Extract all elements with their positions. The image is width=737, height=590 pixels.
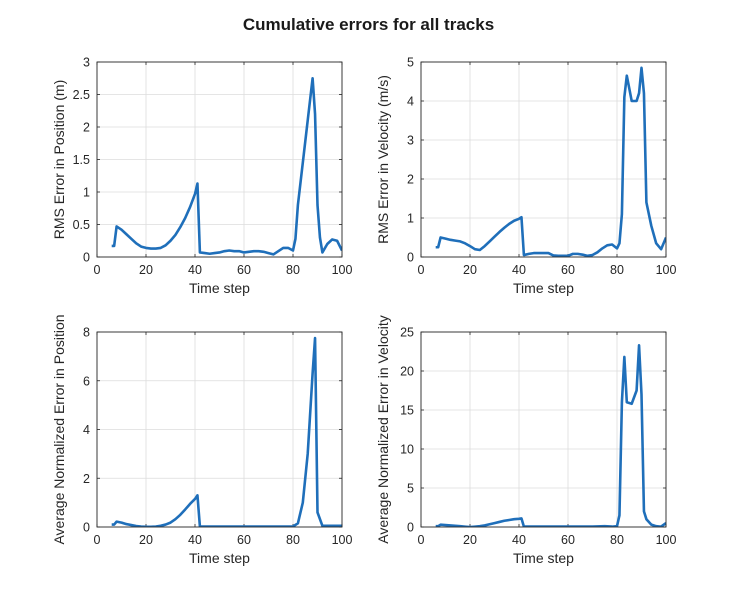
axes-box bbox=[96, 61, 343, 258]
x-tick-label: 20 bbox=[139, 263, 153, 277]
y-tick-label: 1.5 bbox=[73, 153, 90, 167]
y-tick-label: 2 bbox=[407, 173, 414, 187]
y-tick-label: 2 bbox=[83, 472, 90, 486]
x-axis-label: Time step bbox=[513, 280, 574, 296]
y-tick-label: 1 bbox=[407, 212, 414, 226]
x-tick-label: 60 bbox=[237, 263, 251, 277]
y-tick-label: 0 bbox=[407, 251, 414, 265]
y-tick-label: 10 bbox=[400, 443, 414, 457]
axes-box bbox=[420, 331, 667, 528]
y-tick-label: 0 bbox=[83, 521, 90, 535]
x-tick-label: 40 bbox=[512, 263, 526, 277]
y-axis-label: RMS Error in Position (m) bbox=[51, 80, 67, 239]
y-tick-label: 2.5 bbox=[73, 88, 90, 102]
x-tick-label: 40 bbox=[512, 533, 526, 547]
x-tick-label: 60 bbox=[561, 263, 575, 277]
x-tick-label: 80 bbox=[610, 533, 624, 547]
y-tick-label: 4 bbox=[407, 95, 414, 109]
x-tick-label: 0 bbox=[418, 263, 425, 277]
x-axis-label: Time step bbox=[513, 550, 574, 566]
y-axis-label: Average Normalized Error in Position bbox=[51, 314, 67, 544]
y-tick-label: 5 bbox=[407, 56, 414, 70]
y-tick-label: 0 bbox=[83, 251, 90, 265]
subplot-4: 0 20 40 60 80 100 0 5 10 15 20 25 Time step Average N… bbox=[375, 315, 676, 566]
y-tick-label: 4 bbox=[83, 423, 90, 437]
x-tick-label: 40 bbox=[188, 533, 202, 547]
x-tick-label: 80 bbox=[286, 263, 300, 277]
y-tick-label: 15 bbox=[400, 404, 414, 418]
series-line bbox=[111, 76, 342, 256]
figure-title: Cumulative errors for all tracks bbox=[242, 15, 495, 34]
series-line bbox=[435, 66, 666, 257]
y-tick-label: 25 bbox=[400, 326, 414, 340]
y-axis-label: Average Normalized Error in Velocity bbox=[375, 315, 391, 544]
x-axis-label: Time step bbox=[189, 280, 250, 296]
y-tick-label: 0 bbox=[407, 521, 414, 535]
y-tick-label: 8 bbox=[83, 326, 90, 340]
x-tick-label: 100 bbox=[332, 263, 353, 277]
x-tick-label: 60 bbox=[237, 533, 251, 547]
x-tick-label: 60 bbox=[561, 533, 575, 547]
x-tick-label: 0 bbox=[94, 533, 101, 547]
subplot-2: 0 20 40 60 80 100 0 1 2 3 4 5 Time step RMS Error in … bbox=[375, 56, 676, 297]
x-tick-label: 20 bbox=[463, 533, 477, 547]
y-tick-label: 20 bbox=[400, 365, 414, 379]
x-axis-label: Time step bbox=[189, 550, 250, 566]
x-tick-label: 20 bbox=[463, 263, 477, 277]
x-tick-label: 80 bbox=[286, 533, 300, 547]
x-tick-label: 100 bbox=[656, 263, 677, 277]
y-axis-label: RMS Error in Velocity (m/s) bbox=[375, 75, 391, 244]
x-tick-label: 0 bbox=[94, 263, 101, 277]
x-tick-label: 100 bbox=[656, 533, 677, 547]
y-tick-label: 0.5 bbox=[73, 218, 90, 232]
x-tick-label: 100 bbox=[332, 533, 353, 547]
y-tick-label: 3 bbox=[83, 56, 90, 70]
subplot-1: 0 20 40 60 80 100 0 0.5 1 1.5 2 2.5 3 Time step RMS Er… bbox=[51, 56, 352, 297]
axes-box bbox=[420, 61, 667, 258]
subplot-3: 0 20 40 60 80 100 0 2 4 6 8 Time step Average Normal… bbox=[51, 314, 352, 566]
axes-box bbox=[96, 331, 343, 528]
y-tick-label: 2 bbox=[83, 121, 90, 135]
y-tick-label: 1 bbox=[83, 186, 90, 200]
x-tick-label: 40 bbox=[188, 263, 202, 277]
x-tick-label: 0 bbox=[418, 533, 425, 547]
series-line bbox=[111, 336, 342, 527]
y-tick-label: 3 bbox=[407, 134, 414, 148]
x-tick-label: 80 bbox=[610, 263, 624, 277]
y-tick-label: 5 bbox=[407, 482, 414, 496]
y-tick-label: 6 bbox=[83, 374, 90, 388]
plot-area bbox=[421, 332, 666, 527]
x-tick-label: 20 bbox=[139, 533, 153, 547]
